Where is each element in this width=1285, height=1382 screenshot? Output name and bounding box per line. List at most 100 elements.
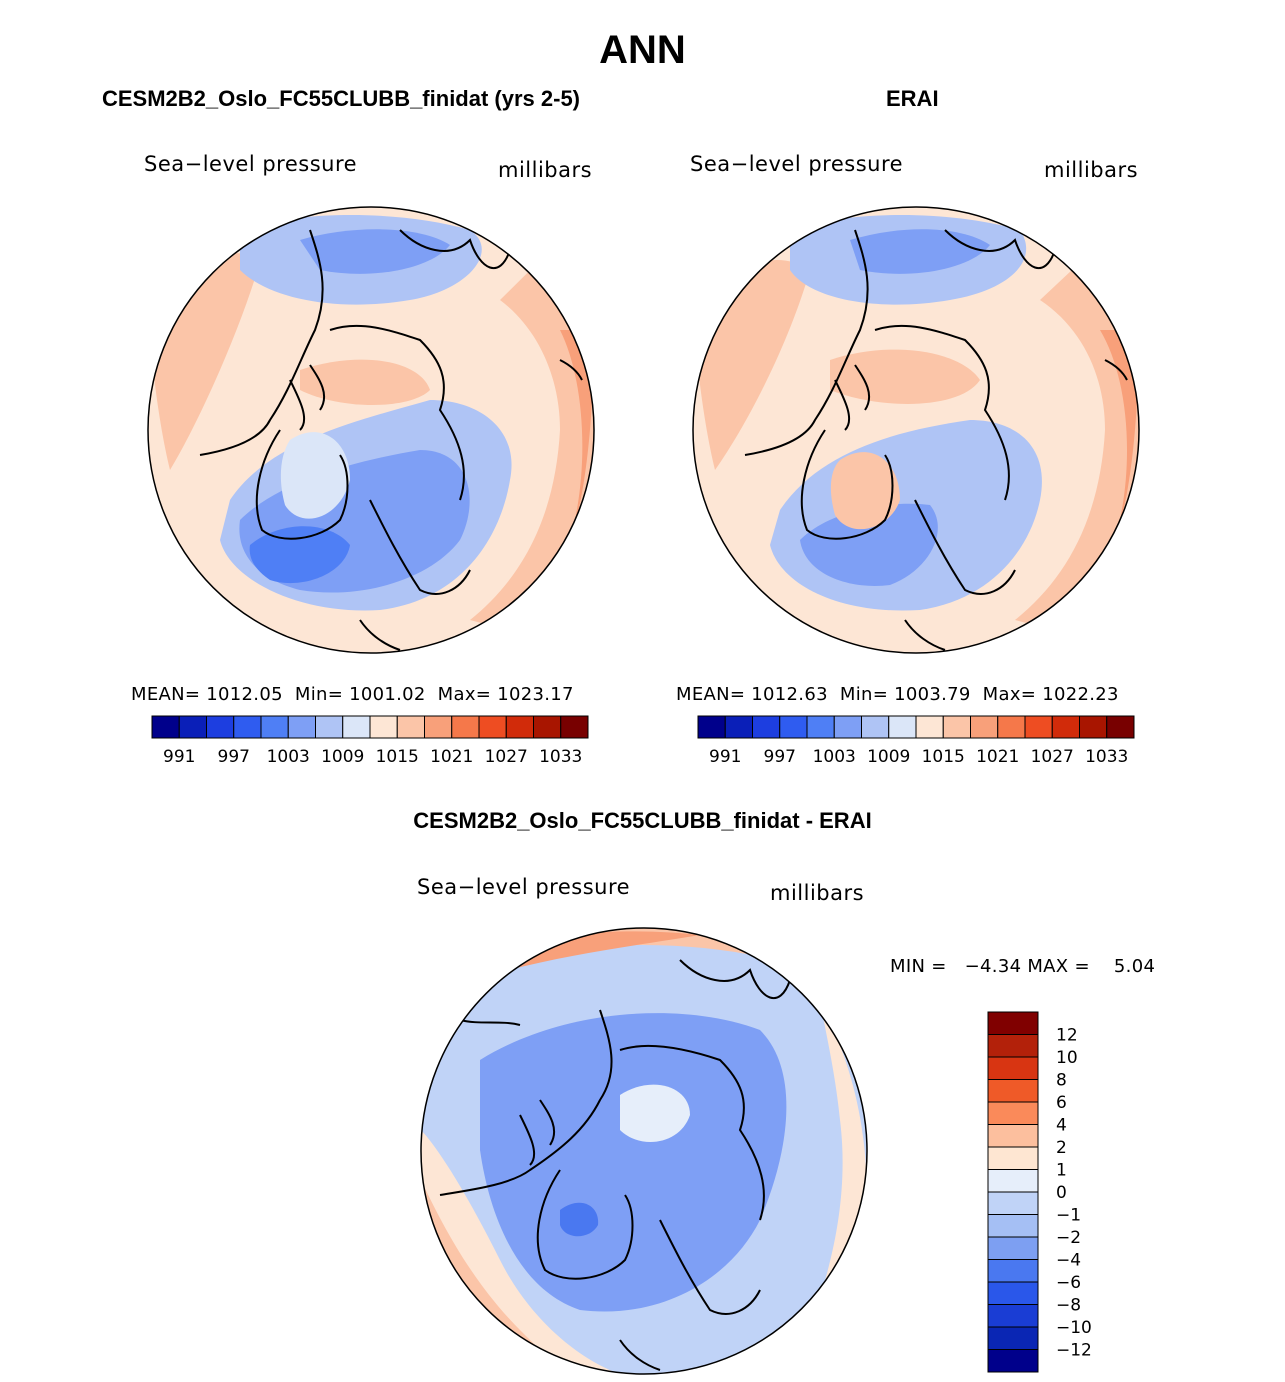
colorbar-tick-label: −8: [1056, 1296, 1081, 1316]
colorbar-box: [1024, 715, 1053, 739]
colorbar-box: [505, 715, 534, 739]
colorbar-tick-label: 1033: [539, 747, 582, 767]
diff-panel-title: CESM2B2_Oslo_FC55CLUBB_finidat - ERAI: [413, 808, 872, 833]
map3-region-central-neg: [480, 1013, 787, 1312]
map3-region-pole-low: [620, 1084, 690, 1142]
map1-region-greenland: [280, 432, 350, 519]
colorbar-box: [888, 715, 917, 739]
map2-border: [692, 206, 1140, 654]
colorbar-tick-label: 12: [1056, 1026, 1078, 1046]
map1-region-iceland-core: [249, 526, 350, 584]
colorbar-box: [987, 1281, 1039, 1305]
colorbar-box: [287, 715, 316, 739]
map3-border: [420, 927, 868, 1375]
colorbar-box: [987, 1349, 1039, 1373]
colorbar-box: [1079, 715, 1108, 739]
map2-region-iceland-core: [800, 503, 938, 586]
map2-region-east-max: [1100, 330, 1139, 540]
map2-region-greenland: [830, 452, 900, 530]
colorbar-tick-label: 4: [1056, 1116, 1067, 1136]
colorbar-box: [987, 1034, 1039, 1058]
colorbar-box: [987, 1191, 1039, 1215]
colorbar-box: [987, 1214, 1039, 1238]
map1: [148, 207, 594, 653]
map2-region-east-high: [1015, 207, 1139, 653]
panel2-stats: MEAN= 1012.63 Min= 1003.79 Max= 1022.23: [676, 684, 1119, 705]
colorbar-box: [987, 1236, 1039, 1260]
colorbar-tick-label: 1009: [321, 747, 364, 767]
colorbar-box: [424, 715, 453, 739]
colorbar-tick-label: 991: [163, 747, 195, 767]
colorbar-box: [560, 715, 589, 739]
colorbar-tick-label: 0: [1056, 1183, 1067, 1203]
panel1-units: millibars: [498, 158, 593, 182]
map2-region-aleutian-core: [850, 229, 990, 274]
colorbar-box: [987, 1011, 1039, 1035]
panel2-units: millibars: [1044, 158, 1139, 182]
map1-region-east-max: [560, 330, 594, 540]
colorbar-tick-label: −12: [1056, 1341, 1092, 1361]
colorbar-tick-label: 1003: [267, 747, 310, 767]
panel3-units: millibars: [770, 881, 865, 905]
map1-region-east-high: [470, 207, 594, 653]
map3: [421, 928, 867, 1374]
colorbar-box: [833, 715, 862, 739]
colorbar-box: [697, 715, 726, 739]
colorbar-tick-label: 1033: [1085, 747, 1128, 767]
colorbar-box: [987, 1146, 1039, 1170]
panel1-colorbar: 991 997 1003 1009 1015 1021 1027 1033: [151, 715, 589, 767]
colorbar-box: [987, 1259, 1039, 1283]
colorbar-box: [1051, 715, 1080, 739]
panel1-stats: MEAN= 1012.05 Min= 1001.02 Max= 1023.17: [131, 684, 574, 705]
colorbar-box: [260, 715, 289, 739]
colorbar-box: [861, 715, 890, 739]
colorbar-tick-label: 1: [1056, 1161, 1067, 1181]
map1-border: [147, 206, 595, 654]
colorbar-tick-label: 997: [764, 747, 796, 767]
colorbar-tick-label: −4: [1056, 1251, 1081, 1271]
colorbar-tick-label: 6: [1056, 1093, 1067, 1113]
colorbar-box: [342, 715, 371, 739]
colorbar-box: [987, 1056, 1039, 1080]
colorbar-box: [178, 715, 207, 739]
colorbar-box: [942, 715, 971, 739]
colorbar-tick-label: 8: [1056, 1071, 1067, 1091]
map2-coastlines: [744, 229, 1128, 651]
colorbar-tick-label: −6: [1056, 1273, 1081, 1293]
colorbar-box: [806, 715, 835, 739]
colorbar-tick-label: 1015: [922, 747, 965, 767]
colorbar-tick-label: 1027: [485, 747, 528, 767]
colorbar-tick-label: −10: [1056, 1318, 1092, 1338]
colorbar-box: [315, 715, 344, 739]
colorbar-box: [451, 715, 480, 739]
colorbar-box: [997, 715, 1026, 739]
map3-coastlines: [439, 959, 791, 1371]
map1-coastlines: [199, 229, 583, 651]
panel2-title: ERAI: [886, 86, 939, 111]
colorbar-tick-label: 1021: [976, 747, 1019, 767]
colorbar-box: [779, 715, 808, 739]
panel2-variable: Sea−level pressure: [690, 152, 904, 176]
colorbar-box: [206, 715, 235, 739]
colorbar-box: [987, 1304, 1039, 1328]
colorbar-box: [987, 1101, 1039, 1125]
colorbar-box: [987, 1169, 1039, 1193]
colorbar-tick-label: −2: [1056, 1228, 1081, 1248]
colorbar-tick-label: 1015: [376, 747, 419, 767]
panel1-variable: Sea−level pressure: [144, 152, 358, 176]
colorbar-box: [752, 715, 781, 739]
colorbar-box: [151, 715, 180, 739]
panel2-colorbar: 991 997 1003 1009 1015 1021 1027 1033: [697, 715, 1135, 767]
colorbar-box: [533, 715, 562, 739]
colorbar-box: [1106, 715, 1135, 739]
panel3-stats: MIN = −4.34 MAX = 5.04: [890, 956, 1156, 977]
colorbar-box: [915, 715, 944, 739]
colorbar-box: [987, 1326, 1039, 1350]
panel3-variable: Sea−level pressure: [417, 875, 631, 899]
colorbar-tick-label: 1003: [813, 747, 856, 767]
map3-region-greenland-neg: [560, 1202, 599, 1237]
colorbar-tick-label: 991: [709, 747, 741, 767]
panel1-title: CESM2B2_Oslo_FC55CLUBB_finidat (yrs 2-5): [102, 86, 581, 111]
figure-title: ANN: [599, 28, 686, 72]
